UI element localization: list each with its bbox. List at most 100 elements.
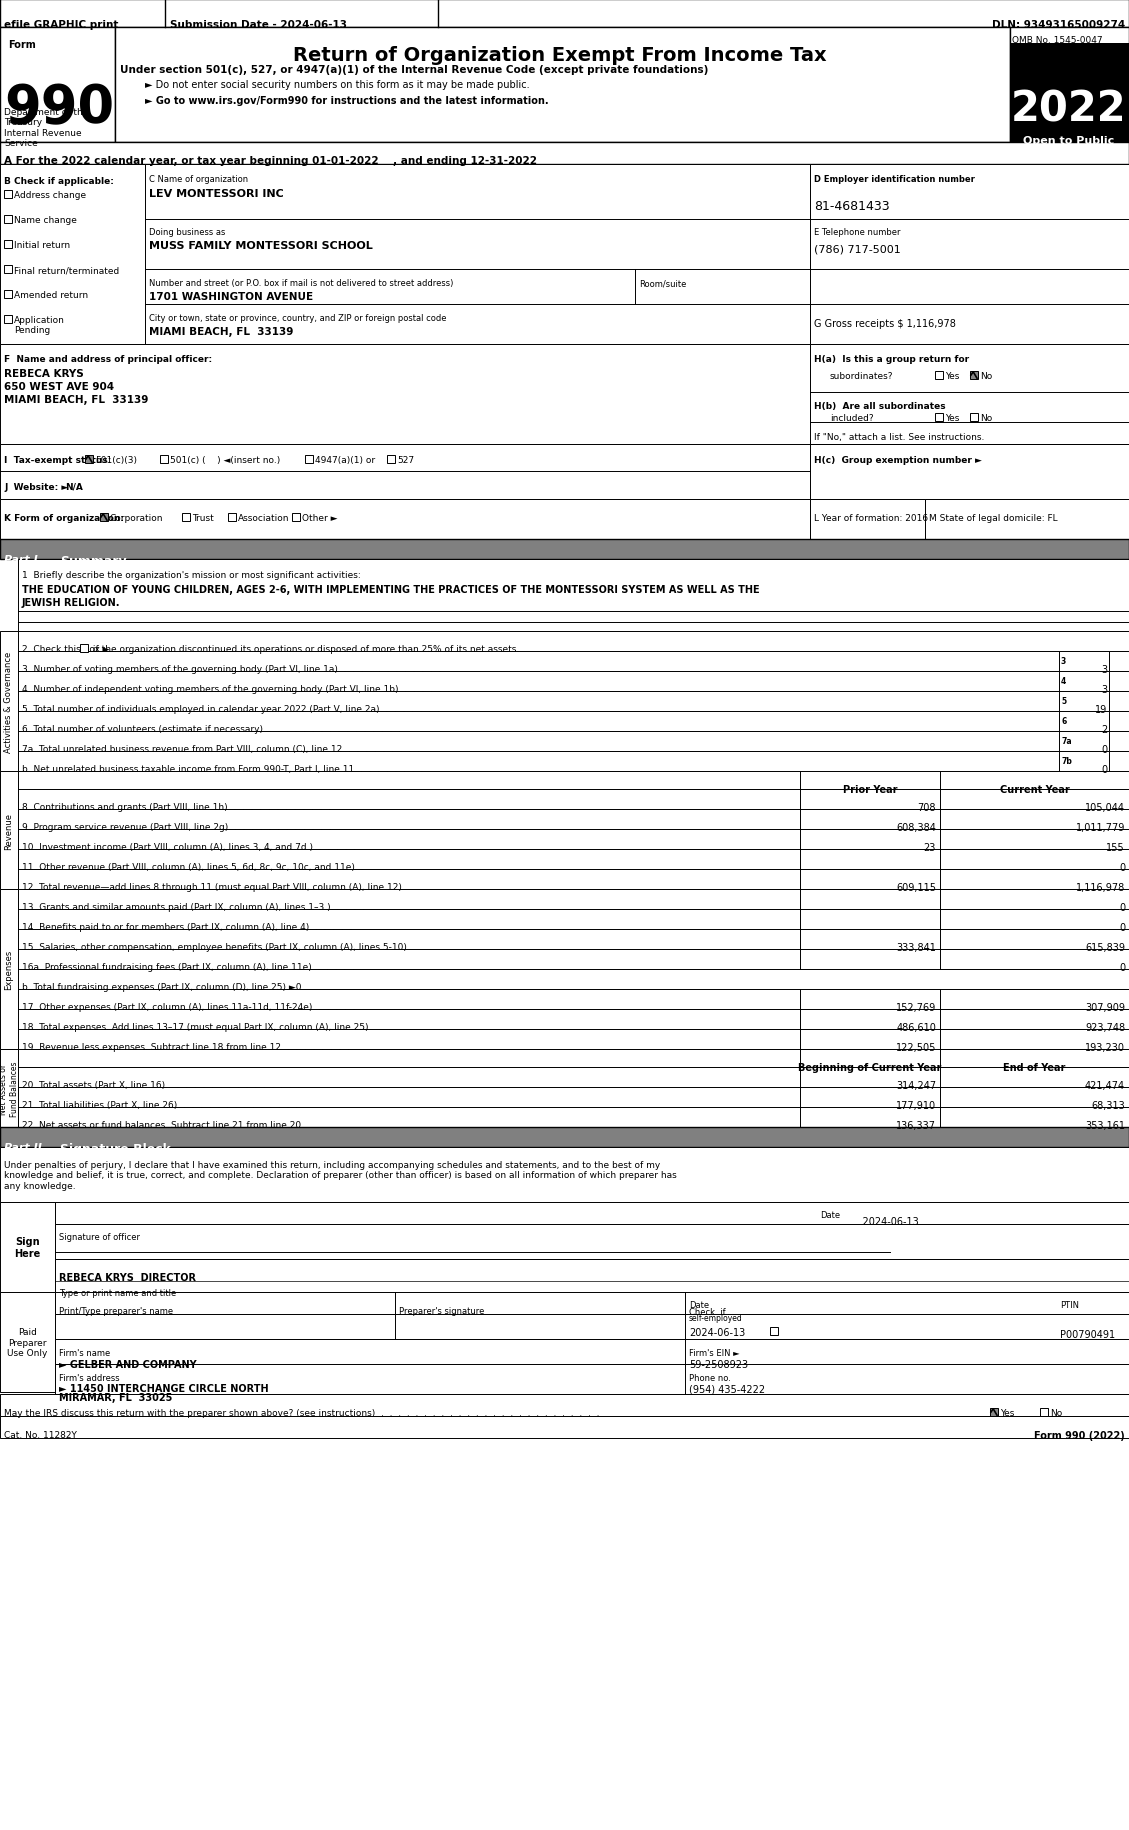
Text: if the organization discontinued its operations or disposed of more than 25% of : if the organization discontinued its ope… (90, 644, 519, 653)
Text: MUSS FAMILY MONTESSORI SCHOOL: MUSS FAMILY MONTESSORI SCHOOL (149, 242, 373, 251)
Bar (0, 1202, 55, 1292)
Bar (5, 190, 12, 199)
Bar (0, 889, 18, 1049)
Text: ► Go to www.irs.gov/Form990 for instructions and the latest information.: ► Go to www.irs.gov/Form990 for instruct… (145, 95, 549, 106)
Bar (18, 889, 1129, 910)
Text: Other ►: Other ► (301, 514, 338, 523)
Text: 9  Program service revenue (Part VIII, line 2g)  .  .  .  .  .  .  .  .  .  .  .: 9 Program service revenue (Part VIII, li… (21, 822, 332, 831)
Bar (18, 1067, 1129, 1087)
Text: Amended return: Amended return (14, 291, 88, 300)
Bar (18, 930, 1129, 950)
Bar (0, 143, 1129, 165)
Text: 4947(a)(1) or: 4947(a)(1) or (315, 456, 375, 465)
Text: G Gross receipts $ 1,116,978: G Gross receipts $ 1,116,978 (814, 318, 956, 329)
Bar (18, 1107, 1129, 1127)
Bar (115, 27, 1010, 143)
Text: 7b: 7b (1061, 756, 1071, 765)
Bar (292, 514, 300, 522)
Text: 59-2508923: 59-2508923 (689, 1360, 749, 1369)
Bar (925, 500, 1129, 540)
Bar (18, 712, 1129, 732)
Text: 527: 527 (397, 456, 414, 465)
Text: 19  Revenue less expenses. Subtract line 18 from line 12  .  .  .  .  .  .  .  .: 19 Revenue less expenses. Subtract line … (21, 1043, 350, 1052)
Text: H(a)  Is this a group return for: H(a) Is this a group return for (814, 355, 969, 364)
Text: 155: 155 (1106, 842, 1124, 853)
Text: Part I: Part I (5, 554, 37, 565)
Text: 7a  Total unrelated business revenue from Part VIII, column (C), line 12  .  .  : 7a Total unrelated business revenue from… (21, 745, 420, 754)
Text: N/A: N/A (65, 483, 82, 492)
Text: Form: Form (8, 40, 36, 49)
Text: 1701 WASHINGTON AVENUE: 1701 WASHINGTON AVENUE (149, 291, 313, 302)
Bar (305, 456, 313, 463)
Text: Doing business as: Doing business as (149, 229, 226, 236)
Text: 68,313: 68,313 (1092, 1100, 1124, 1111)
Bar (18, 910, 1129, 930)
Text: Paid
Preparer
Use Only: Paid Preparer Use Only (7, 1327, 47, 1358)
Bar (55, 1363, 1129, 1394)
Text: REBECA KRYS  DIRECTOR: REBECA KRYS DIRECTOR (59, 1272, 196, 1283)
Bar (809, 500, 925, 540)
Bar (1040, 1409, 1048, 1416)
Text: Application
Pending: Application Pending (14, 317, 64, 335)
Text: 0: 0 (1101, 745, 1108, 754)
Text: Signature Block: Signature Block (60, 1142, 170, 1155)
Text: 4  Number of independent voting members of the governing body (Part VI, line 1b): 4 Number of independent voting members o… (21, 684, 450, 694)
Text: Final return/terminated: Final return/terminated (14, 265, 120, 274)
Bar (387, 456, 395, 463)
Bar (1059, 732, 1109, 752)
Text: 353,161: 353,161 (1085, 1120, 1124, 1131)
Text: Phone no.: Phone no. (689, 1372, 730, 1382)
Bar (18, 732, 1129, 752)
Bar (0, 540, 1129, 560)
Bar (0, 500, 809, 540)
Text: b  Total fundraising expenses (Part IX, column (D), line 25) ►0: b Total fundraising expenses (Part IX, c… (21, 983, 301, 992)
Text: 486,610: 486,610 (896, 1023, 936, 1032)
Text: DLN: 93493165009274: DLN: 93493165009274 (991, 20, 1124, 29)
Bar (100, 514, 108, 522)
Text: 5  Total number of individuals employed in calendar year 2022 (Part V, line 2a) : 5 Total number of individuals employed i… (21, 705, 440, 714)
Text: 23: 23 (924, 842, 936, 853)
Text: 2024-06-13: 2024-06-13 (689, 1327, 745, 1338)
Text: Room/suite: Room/suite (639, 278, 686, 287)
Text: 0: 0 (1119, 922, 1124, 933)
Text: A For the 2022 calendar year, or tax year beginning 01-01-2022    , and ending 1: A For the 2022 calendar year, or tax yea… (5, 156, 537, 167)
Text: (786) 717-5001: (786) 717-5001 (814, 243, 901, 254)
Bar (160, 456, 168, 463)
Text: Signature of officer: Signature of officer (59, 1232, 140, 1241)
Bar (5, 291, 12, 298)
Text: Address change: Address change (14, 190, 86, 199)
Text: JEWISH RELIGION.: JEWISH RELIGION. (21, 598, 121, 608)
Text: 10  Investment income (Part VIII, column (A), lines 3, 4, and 7d )  .  .  .  .  : 10 Investment income (Part VIII, column … (21, 842, 356, 851)
Text: 3: 3 (1061, 657, 1066, 666)
Text: 6: 6 (1061, 717, 1066, 727)
Text: 2: 2 (1101, 725, 1108, 734)
Text: Under penalties of perjury, I declare that I have examined this return, includin: Under penalties of perjury, I declare th… (5, 1160, 676, 1190)
Text: 0: 0 (1119, 862, 1124, 873)
Bar (55, 1202, 1129, 1224)
Text: 0: 0 (1119, 963, 1124, 972)
Bar (18, 990, 1129, 1010)
Text: 6  Total number of volunteers (estimate if necessary)  .  .  .  .  .  .  .  .  .: 6 Total number of volunteers (estimate i… (21, 725, 401, 734)
Text: Return of Organization Exempt From Income Tax: Return of Organization Exempt From Incom… (294, 46, 826, 64)
Bar (18, 1087, 1129, 1107)
Bar (5, 317, 12, 324)
Bar (1059, 712, 1109, 732)
Text: H(c)  Group exemption number ►: H(c) Group exemption number ► (814, 456, 982, 465)
Bar (55, 1292, 1129, 1314)
Text: 1  Briefly describe the organization's mission or most significant activities:: 1 Briefly describe the organization's mi… (21, 571, 361, 580)
Text: 122,505: 122,505 (895, 1043, 936, 1052)
Text: 2024-06-13: 2024-06-13 (700, 1217, 919, 1226)
Bar (18, 692, 1129, 712)
Text: LEV MONTESSORI INC: LEV MONTESSORI INC (149, 188, 283, 199)
Text: 608,384: 608,384 (896, 822, 936, 833)
Text: 21  Total liabilities (Part X, line 26)  .  .  .  .  .  .  .  .  .  .  .  .  .  : 21 Total liabilities (Part X, line 26) .… (21, 1100, 298, 1109)
Text: P00790491: P00790491 (1060, 1329, 1115, 1340)
Bar (18, 651, 1129, 672)
Text: Yes: Yes (945, 371, 960, 381)
Text: 13  Grants and similar amounts paid (Part IX, column (A), lines 1–3 )  .  .  .  : 13 Grants and similar amounts paid (Part… (21, 902, 365, 911)
Text: Net Assets or
Fund Balances: Net Assets or Fund Balances (0, 1061, 19, 1116)
Text: OMB No. 1545-0047: OMB No. 1545-0047 (1012, 37, 1103, 46)
Bar (18, 672, 1129, 692)
Text: Trust: Trust (192, 514, 213, 523)
Text: If "No," attach a list. See instructions.: If "No," attach a list. See instructions… (814, 432, 984, 441)
